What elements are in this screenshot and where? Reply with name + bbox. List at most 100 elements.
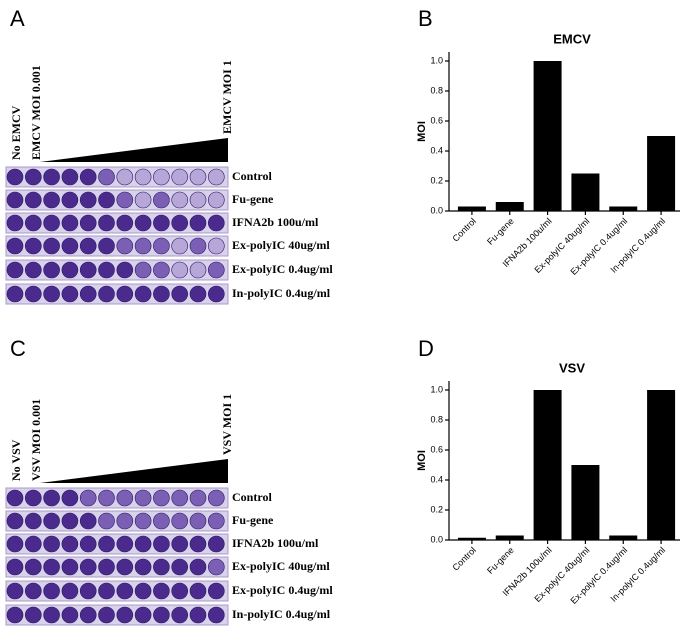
well: [189, 489, 207, 507]
well: [189, 606, 207, 624]
well: [6, 214, 24, 232]
bar: [609, 206, 638, 211]
well: [24, 214, 42, 232]
x-tick-label: Fu-gene: [485, 545, 516, 576]
well: [24, 606, 42, 624]
well: [208, 237, 225, 255]
well: [134, 606, 152, 624]
well: [189, 535, 207, 553]
well: [171, 558, 188, 576]
y-tick-label: 1.0: [430, 384, 443, 394]
well: [116, 261, 134, 279]
row-label: Ex-polyIC 0.4ug/ml: [232, 583, 333, 597]
well: [134, 489, 152, 507]
well: [208, 606, 225, 624]
well: [61, 489, 79, 507]
well: [24, 168, 42, 186]
well: [79, 606, 97, 624]
bar: [495, 202, 524, 211]
well: [43, 512, 60, 530]
well: [153, 535, 170, 553]
well: [98, 535, 115, 553]
well: [208, 285, 225, 303]
dilution-label: EMCV MOI 1: [220, 60, 234, 134]
well: [98, 191, 115, 209]
row-label: Control: [232, 490, 272, 504]
y-tick-label: 0.4: [430, 145, 443, 155]
well: [208, 191, 225, 209]
well: [61, 168, 79, 186]
well: [208, 489, 225, 507]
well: [116, 237, 134, 255]
x-tick-label: Control: [450, 216, 478, 244]
well: [79, 261, 97, 279]
well: [61, 582, 79, 600]
panel-letter: C: [10, 336, 26, 361]
well: [208, 582, 225, 600]
well: [116, 489, 134, 507]
well: [98, 606, 115, 624]
well: [24, 191, 42, 209]
well: [171, 512, 188, 530]
chart-title: VSV: [559, 360, 585, 375]
row-label: In-polyIC 0.4ug/ml: [232, 286, 331, 300]
well: [134, 168, 152, 186]
well: [61, 512, 79, 530]
well: [61, 191, 79, 209]
well: [189, 582, 207, 600]
well: [6, 558, 24, 576]
dilution-label: No EMCV: [9, 105, 23, 160]
well: [153, 582, 170, 600]
well: [208, 168, 225, 186]
well: [171, 285, 188, 303]
well: [116, 285, 134, 303]
well: [189, 237, 207, 255]
bar: [571, 173, 600, 211]
well: [43, 168, 60, 186]
well: [24, 237, 42, 255]
bar: [609, 535, 638, 540]
well: [134, 582, 152, 600]
y-tick-label: 0.2: [430, 175, 443, 185]
well: [134, 558, 152, 576]
well: [153, 606, 170, 624]
well: [43, 237, 60, 255]
well: [98, 489, 115, 507]
well: [189, 214, 207, 232]
well: [79, 582, 97, 600]
well: [43, 261, 60, 279]
well: [171, 535, 188, 553]
well: [171, 237, 188, 255]
dilution-label: No VSV: [9, 439, 23, 481]
well: [171, 261, 188, 279]
well: [153, 261, 170, 279]
well: [6, 168, 24, 186]
row-label: Ex-polyIC 40ug/ml: [232, 559, 330, 573]
well: [171, 582, 188, 600]
well: [116, 582, 134, 600]
well: [79, 237, 97, 255]
well: [171, 214, 188, 232]
y-tick-label: 0.8: [430, 85, 443, 95]
well: [6, 489, 24, 507]
well: [189, 168, 207, 186]
well: [116, 535, 134, 553]
bar: [533, 390, 562, 540]
well: [98, 285, 115, 303]
well: [79, 214, 97, 232]
well: [98, 237, 115, 255]
x-tick-label: Fu-gene: [485, 216, 516, 247]
well: [43, 191, 60, 209]
well: [98, 261, 115, 279]
y-tick-label: 0.6: [430, 444, 443, 454]
well: [79, 512, 97, 530]
well: [79, 168, 97, 186]
y-tick-label: 0.8: [430, 414, 443, 424]
bar: [457, 206, 486, 211]
x-tick-label: Control: [450, 545, 478, 573]
well: [6, 261, 24, 279]
y-tick-label: 0.0: [430, 534, 443, 544]
well: [61, 285, 79, 303]
well: [98, 214, 115, 232]
